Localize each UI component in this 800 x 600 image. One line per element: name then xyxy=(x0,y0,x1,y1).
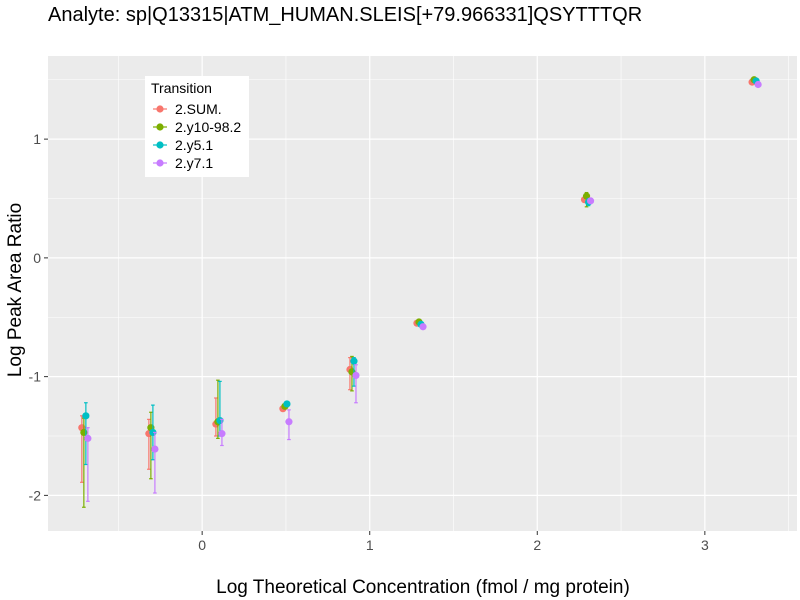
legend-key-point xyxy=(156,123,164,131)
legend-title: Transition xyxy=(151,80,212,96)
x-tick-label: 2 xyxy=(533,537,541,553)
legend-item-2-y10-98-2: 2.y10-98.2 xyxy=(151,118,249,136)
legend-label-2-y10-98-2: 2.y10-98.2 xyxy=(175,119,242,135)
legend-label-2-sum: 2.SUM. xyxy=(175,101,222,117)
y-tick-label: -1 xyxy=(29,369,42,385)
legend-label-2-y7-1: 2.y7.1 xyxy=(175,155,214,171)
data-point xyxy=(218,430,226,438)
data-point xyxy=(151,445,159,453)
y-tick-label: 1 xyxy=(33,131,41,147)
data-point xyxy=(350,357,358,365)
legend-item-2-y7-1: 2.y7.1 xyxy=(151,154,249,172)
legend-key-2-y5-1 xyxy=(153,141,167,149)
axis-ticks: 0 1 2 3 -2 -1 0 1 xyxy=(29,131,709,553)
legend-key-point xyxy=(156,159,164,167)
legend-item-2-y5-1: 2.y5.1 xyxy=(151,136,249,154)
data-point xyxy=(419,323,427,331)
data-layer xyxy=(78,76,762,508)
x-tick-label: 0 xyxy=(198,537,206,553)
x-tick-label: 1 xyxy=(366,537,374,553)
legend-item-2-sum: 2.SUM. xyxy=(151,100,249,118)
data-point xyxy=(285,418,293,426)
data-point xyxy=(283,400,291,408)
legend-label-2-y5-1: 2.y5.1 xyxy=(175,137,214,153)
data-point xyxy=(352,371,360,380)
legend-key-point xyxy=(156,141,164,149)
data-point xyxy=(754,80,762,89)
y-tick-label: 0 xyxy=(33,250,41,266)
x-tick-label: 3 xyxy=(701,537,709,553)
y-tick-label: -2 xyxy=(29,487,42,503)
data-point xyxy=(586,197,595,205)
legend: Transition 2.SUM. 2.y10-98.2 2.y5.1 2.y7… xyxy=(145,76,249,177)
legend-key-2-y10-98-2 xyxy=(153,123,167,131)
y-axis-label: Log Peak Area Ratio xyxy=(5,202,26,378)
data-point xyxy=(82,412,90,420)
data-point xyxy=(84,434,92,442)
chart-title: Analyte: sp|Q13315|ATM_HUMAN.SLEIS[+79.9… xyxy=(48,4,643,26)
series-3 xyxy=(84,80,762,502)
legend-key-2-y7-1 xyxy=(153,159,167,167)
legend-key-2-sum xyxy=(153,105,167,113)
legend-key-point xyxy=(156,105,164,113)
x-axis-label: Log Theoretical Concentration (fmol / mg… xyxy=(216,577,630,598)
